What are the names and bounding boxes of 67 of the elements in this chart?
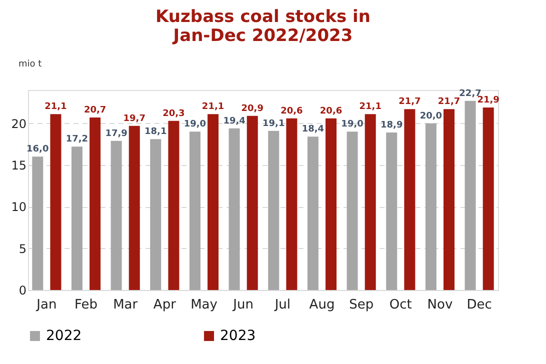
y-tick-label: 15: [11, 158, 26, 172]
bar: [228, 128, 240, 290]
bar: [425, 123, 436, 290]
data-label: 18,4: [302, 124, 324, 135]
data-label: 18,9: [380, 120, 403, 130]
bar: [286, 118, 298, 290]
data-label: 20,3: [162, 108, 185, 119]
bar: [404, 109, 416, 290]
data-label: 21,1: [44, 102, 67, 112]
x-tick-label: Jul: [274, 298, 291, 312]
y-tick-label: 10: [11, 200, 26, 214]
x-tick-label: Jan: [36, 298, 57, 312]
bar: [364, 114, 376, 290]
bar: [189, 132, 200, 290]
bar: [444, 109, 455, 290]
bar: [307, 136, 318, 290]
bar: [482, 108, 494, 290]
data-label: 20,6: [280, 106, 303, 116]
bar: [90, 118, 101, 290]
bar: [208, 114, 219, 290]
data-label: 19,7: [123, 114, 146, 124]
bar: [268, 130, 280, 290]
y-tick-label: 0: [18, 284, 26, 298]
data-label: 18,1: [144, 127, 167, 138]
x-tick-label: Nov: [427, 298, 453, 312]
bar: [326, 118, 337, 290]
x-tick-label: Aug: [309, 298, 335, 312]
x-tick-label: Oct: [389, 298, 412, 312]
bar: [71, 146, 82, 290]
data-label: 20,7: [84, 106, 106, 116]
x-tick-label: Apr: [153, 298, 177, 312]
x-tick-label: Dec: [466, 298, 492, 312]
y-tick-label: 5: [18, 242, 26, 256]
data-label: 20,9: [241, 104, 264, 114]
x-tick-label: Jun: [232, 298, 254, 312]
data-label: 17,9: [105, 128, 128, 139]
data-label: 21,1: [359, 102, 382, 112]
data-label: 21,7: [398, 97, 421, 108]
data-label: 21,1: [202, 102, 224, 112]
data-label: 19,4: [223, 116, 246, 126]
bar: [246, 116, 258, 290]
data-label: 20,6: [320, 106, 342, 116]
bar: [128, 126, 140, 290]
y-axis-title: mio t: [18, 60, 42, 70]
bar: [32, 156, 44, 290]
legend-label: 2023: [220, 328, 256, 344]
data-label: 16,0: [26, 144, 49, 155]
bar: [464, 100, 476, 290]
data-label: 19,1: [262, 118, 285, 129]
x-tick-label: Sep: [349, 298, 374, 312]
x-tick-label: Feb: [74, 298, 98, 312]
data-label: 17,2: [66, 134, 88, 145]
bar: [50, 114, 62, 290]
data-label: 21,7: [438, 97, 460, 108]
data-label: 20,0: [420, 111, 442, 122]
bar: [168, 120, 180, 290]
x-tick-label: Mar: [113, 298, 138, 312]
bar: [386, 132, 398, 290]
bar: [346, 132, 358, 290]
bar: [150, 139, 162, 290]
y-tick-label: 20: [11, 116, 26, 131]
x-tick-label: May: [190, 298, 218, 312]
bar: [110, 140, 122, 290]
legend-label: 2022: [46, 328, 82, 344]
data-label: 19,0: [184, 120, 206, 130]
chart-title: Kuzbass coal stocks in Jan-Dec 2022/2023: [156, 7, 370, 46]
data-label: 19,0: [341, 120, 364, 130]
